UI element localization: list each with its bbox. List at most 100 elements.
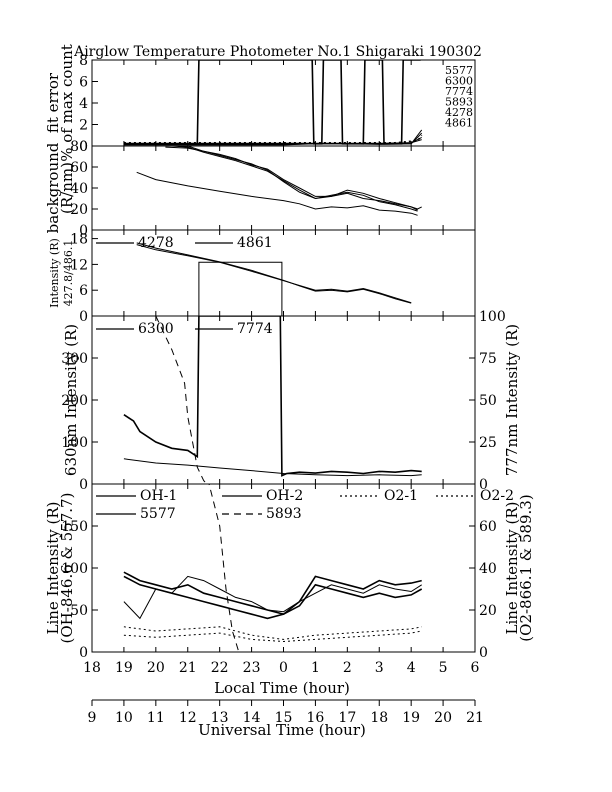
series-group [123,484,423,652]
series-7774 [155,316,208,484]
series-7774 [123,129,423,146]
panel-frame [91,315,476,485]
y-tick-label: 100 [61,435,88,451]
x-tick-label: 18 [83,660,101,676]
series-4278 [123,136,422,144]
legend-label: 5577 [445,64,473,77]
x2-tick-label: 10 [115,710,133,726]
series-5893 [208,484,240,652]
y-tick-label: 20 [70,202,88,218]
series-OH-2 [123,575,422,620]
y-tick-label: 200 [61,393,88,409]
x2-tick-label: 15 [275,710,293,726]
legend-label: 6300 [138,321,174,337]
y-right-tick-label: 60 [479,519,497,535]
y-tick-label: 6 [79,75,88,91]
y-right-axis-title: 777nm Intensity (R) [503,324,521,476]
legend-label: 4861 [237,235,273,251]
y-tick-label: 300 [61,351,88,367]
series-b [171,146,418,212]
y-tick-label: 4 [79,96,88,112]
series-group [136,242,412,316]
y-right-axis-title: (O2-866.1 & 589.3) [517,494,535,641]
y-axis-title: 427.8/486.1 [62,240,75,307]
y-tick-label: 60 [70,160,88,176]
series-group [136,146,422,216]
x-tick-label: 5 [439,660,448,676]
series-box [198,261,283,316]
series-group [123,316,422,484]
x-tick-label: 22 [211,660,229,676]
series-d [136,171,418,216]
y-tick-label: 40 [70,181,88,197]
y-axis-title: Intensity (R) [48,238,61,308]
y-axis-title: (OH-846.6 & 557.7) [58,493,76,644]
x-tick-label: 21 [179,660,197,676]
legend-label: 5893 [445,96,473,109]
y-right-tick-label: 20 [479,603,497,619]
legend-label: 6300 [445,75,473,88]
y-tick-label: 0 [79,309,88,325]
y-tick-label: 50 [70,603,88,619]
y-right-tick-label: 0 [479,477,488,493]
y-right-tick-label: 100 [479,309,506,325]
series-4861 [136,244,412,304]
series-4278 [136,242,412,304]
legend-label: OH-2 [266,488,303,504]
x-tick-label: 3 [375,660,384,676]
y-tick-label: 0 [79,223,88,239]
legend-label: OH-1 [140,488,177,504]
legend-label: 7774 [445,85,473,98]
series-O2-1 [123,626,422,640]
panel-background: 0 20 40 60 80 background(R/nm) [44,139,476,239]
x-tick-label: 4 [407,660,416,676]
x-tick-label: 20 [147,660,165,676]
y-tick-label: 18 [70,232,88,248]
x2-tick-label: 14 [243,710,261,726]
y-tick-label: 0 [79,477,88,493]
x2-tick-label: 12 [179,710,197,726]
y-right-tick-label: 0 [479,645,488,661]
local-time-axis: 18 19 20 21 22 23 0 1 2 3 4 5 6 [83,660,479,676]
universal-time-axis: 9 10 11 12 13 14 15 16 17 18 19 20 21 [88,699,484,726]
x2-tick-label: 16 [307,710,325,726]
legend-label: 7774 [237,321,273,337]
x2-tick-label: 13 [211,710,229,726]
y-axis-title: 630nm Intensity (R) [62,324,80,476]
y-axis-title: fit error [44,72,62,133]
legend-label: 4861 [445,117,473,130]
legend-label: 5577 [140,506,176,522]
y-tick-label: 0 [79,139,88,155]
series-5577 [123,134,423,144]
y-axis-title: Line Intensity (R) [44,502,62,635]
x-tick-label: 19 [115,660,133,676]
series-O2-2 [123,630,422,643]
series-baseline [123,458,422,477]
series-6300 [123,316,422,477]
x2-tick-label: 11 [147,710,165,726]
legend-label: 4278 [138,235,174,251]
series-OH-1 [123,571,423,616]
legend-label: O2-2 [480,488,514,504]
x-tick-label: 6 [471,660,480,676]
x2-tick-label: 18 [370,710,388,726]
y-right-tick-label: 40 [479,561,497,577]
panel-frame [91,59,476,147]
y-right-axis-title: Line Intensity (R) [503,502,521,635]
y-axis-title: (R/nm) [58,162,76,214]
legend-label: 4278 [445,106,473,119]
series-5893 [123,132,423,145]
y-right-tick-label: 25 [479,435,497,451]
x-tick-label: 0 [279,660,288,676]
chart-title: Airglow Temperature Photometer No.1 Shig… [73,44,482,60]
legend-label: 5893 [266,506,302,522]
x-tick-label: 23 [243,660,261,676]
x-axis-title: Local Time (hour) [214,679,350,697]
y-tick-label: 0 [79,645,88,661]
x2-tick-label: 21 [466,710,484,726]
y-tick-label: 150 [61,519,88,535]
panel-intensity-4278-4861: 0 6 12 18 Intensity (R) 427.8/486.1 4278 4861 [48,229,476,325]
x2-tick-label: 20 [434,710,452,726]
series-group [123,60,423,146]
